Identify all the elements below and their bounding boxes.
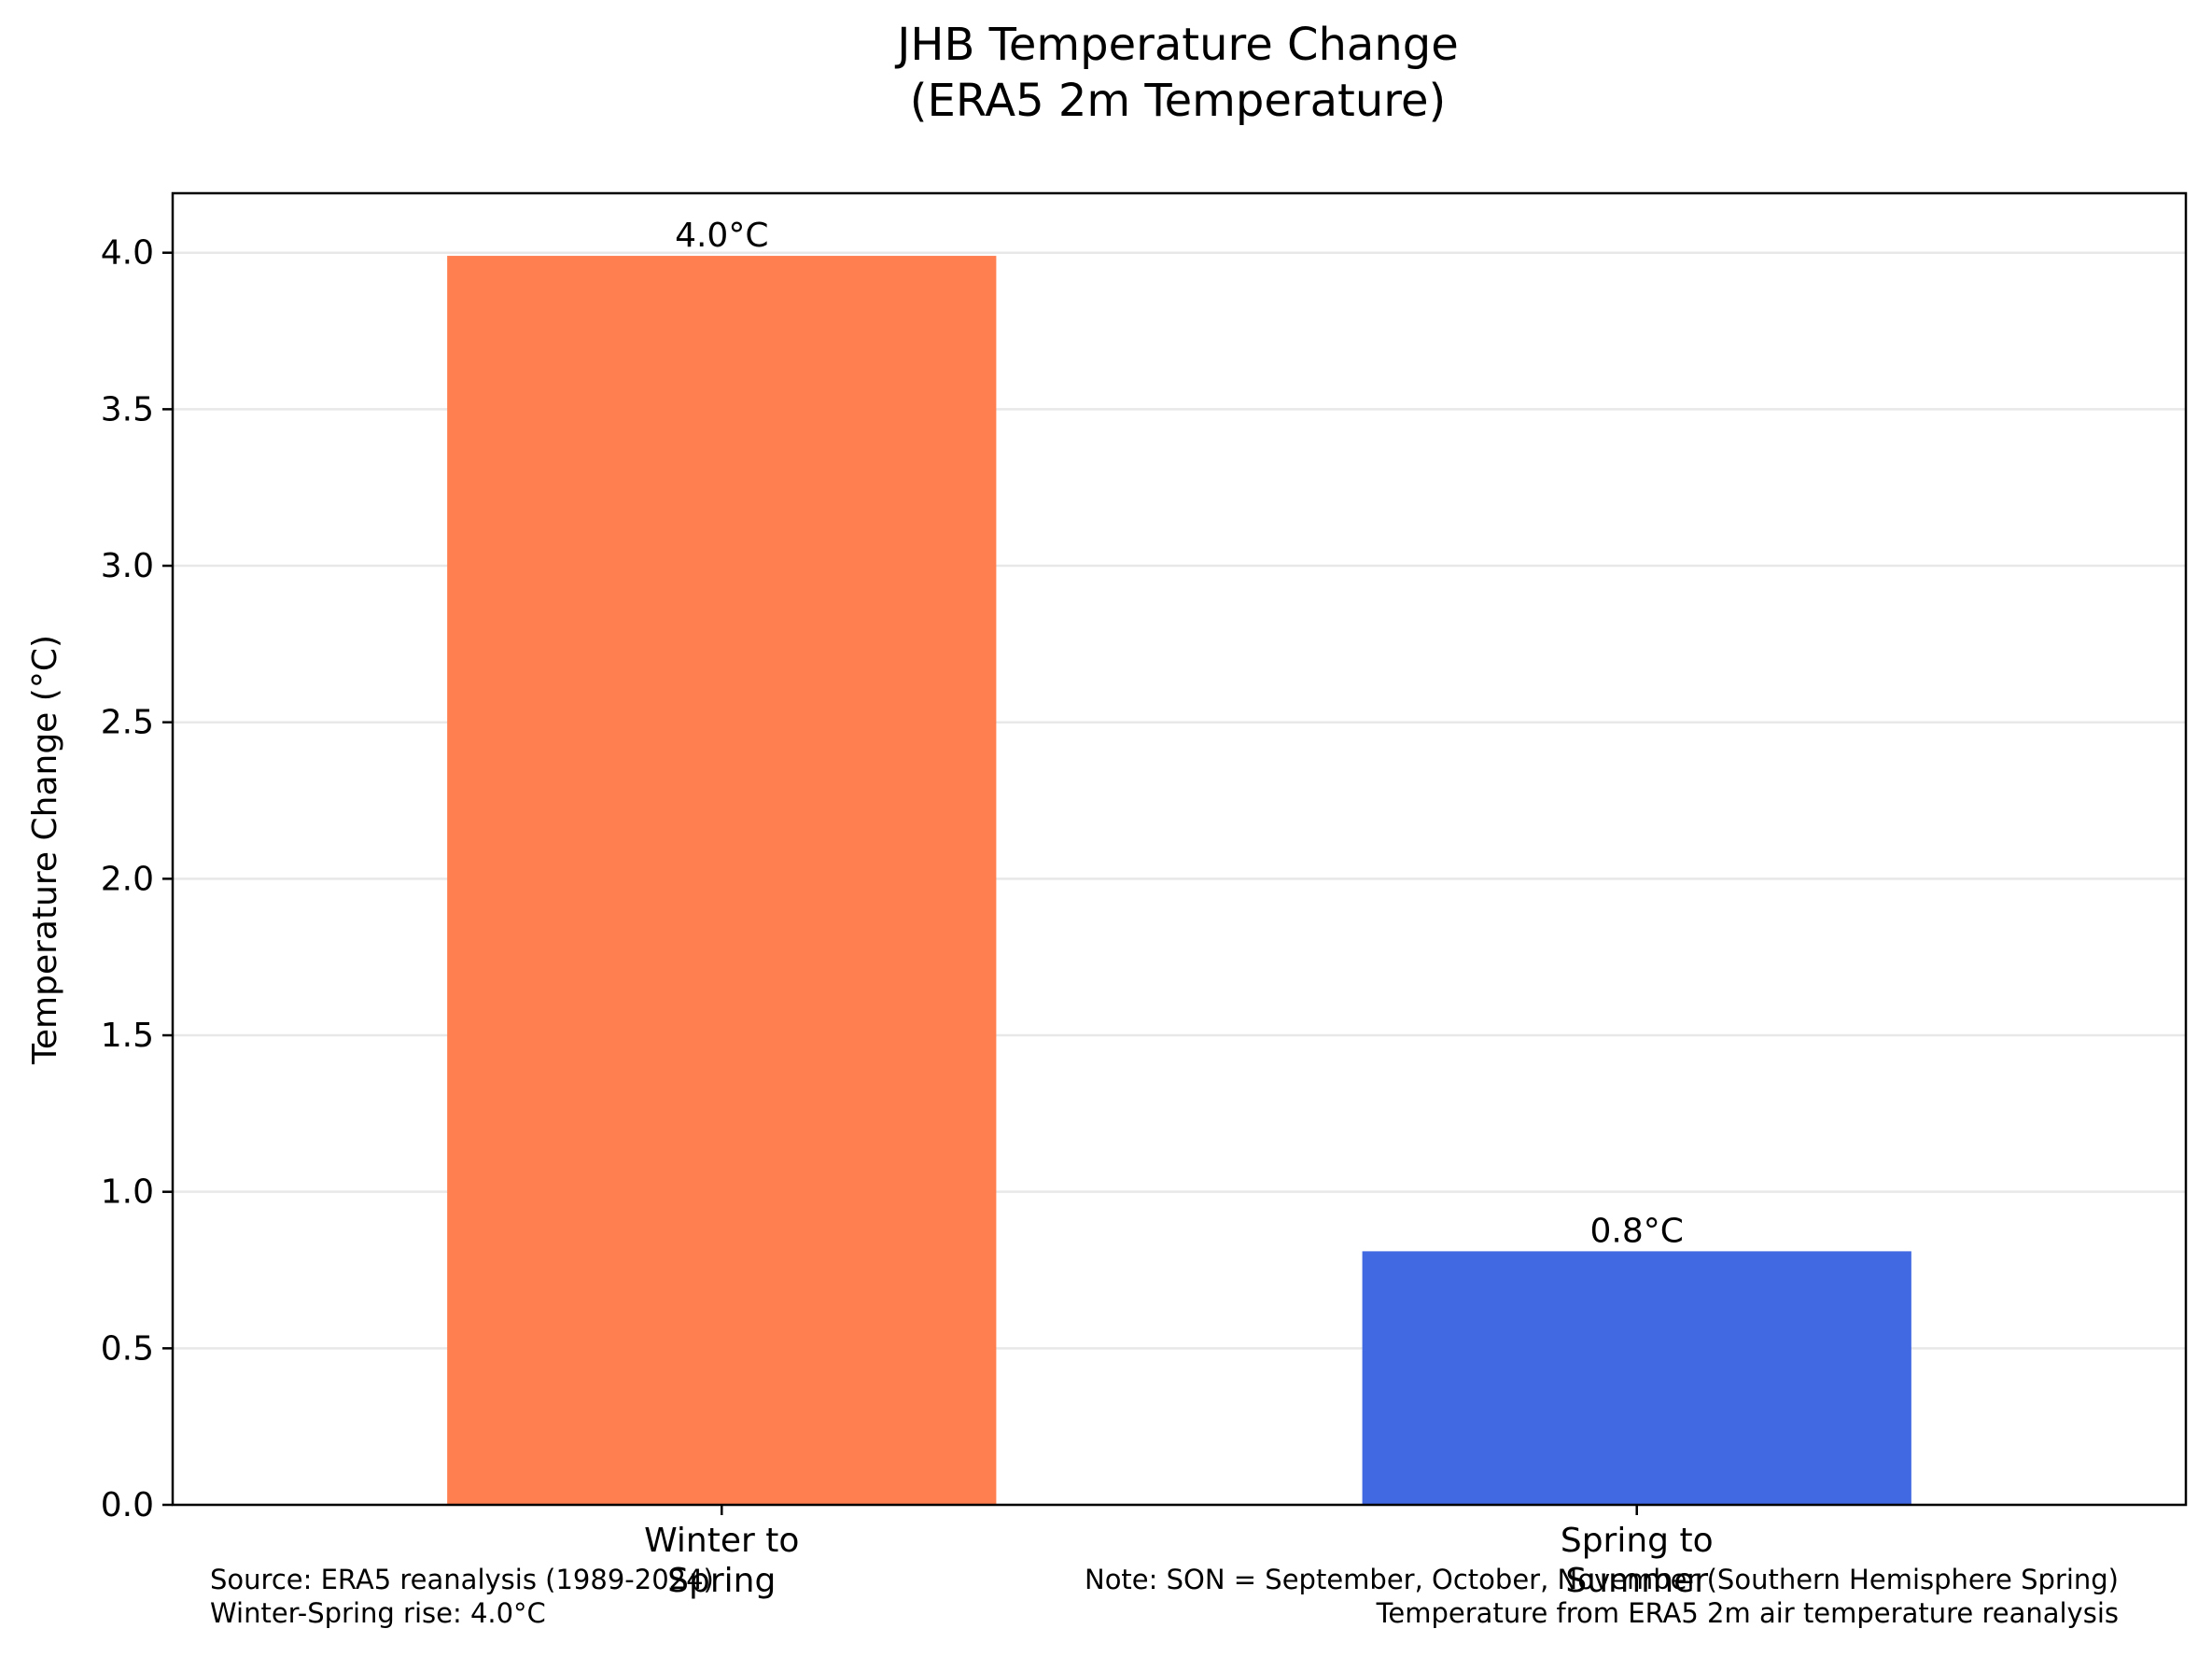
y-tick-label: 2.5 — [101, 704, 154, 742]
y-tick-label: 0.5 — [101, 1329, 154, 1368]
y-tick-label: 3.5 — [101, 390, 154, 428]
x-tick-label-line-1: Spring to — [1561, 1522, 1714, 1560]
y-axis-ticks: 0.0 0.5 1.0 1.5 2.0 2.5 3.0 3.5 4.0 — [101, 234, 173, 1524]
x-tick-label-line-1: Winter to — [644, 1522, 799, 1560]
x-tick-label-line-2: Spring — [667, 1562, 776, 1600]
x-tick-label-line-2: Summer — [1565, 1562, 1708, 1600]
y-tick-label: 3.0 — [101, 547, 154, 585]
plot-area-frame — [171, 191, 2188, 1507]
bar — [1362, 1251, 1911, 1505]
footer-temperature-note: Temperature from ERA5 2m air temperature… — [1376, 1597, 2119, 1629]
footer-note: Note: SON = September, October, November… — [1085, 1564, 2119, 1595]
y-tick-label: 1.5 — [101, 1017, 154, 1055]
y-axis-label: Temperature Change (°C) — [26, 635, 64, 1065]
footer-rise: Winter-Spring rise: 4.0°C — [210, 1597, 546, 1629]
bar-value-label: 0.8°C — [1590, 1212, 1684, 1250]
y-tick-label: 2.0 — [101, 860, 154, 898]
bar — [447, 256, 997, 1505]
bars: 4.0°C 0.8°C — [447, 217, 1911, 1505]
y-tick-label: 0.0 — [101, 1486, 154, 1524]
footer-source: Source: ERA5 reanalysis (1989-2024) — [210, 1564, 714, 1595]
chart-title-line-2: (ERA5 2m Temperature) — [910, 75, 1446, 127]
y-tick-label: 4.0 — [101, 234, 154, 273]
y-tick-label: 1.0 — [101, 1173, 154, 1212]
bar-value-label: 4.0°C — [675, 217, 768, 255]
chart-title-line-1: JHB Temperature Change — [894, 19, 1459, 71]
